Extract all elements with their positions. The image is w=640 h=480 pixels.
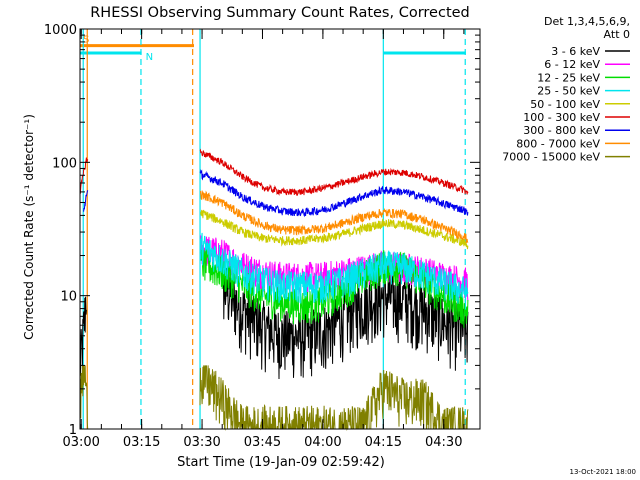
- x-tick-label: 03:45: [244, 435, 281, 450]
- x-tick-label: 04:30: [425, 435, 462, 450]
- legend-header-line-2: Att 0: [604, 28, 630, 41]
- plot-axes: 1 10 100 1000 03:00 03:15 03:30 03:45 04:00 04:15…: [44, 23, 481, 450]
- legend-label: 7000 - 15000 keV: [502, 151, 600, 164]
- x-tick-label: 04:15: [365, 435, 402, 450]
- series-line-7: [199, 190, 469, 244]
- y-tick-label: 1000: [44, 23, 77, 38]
- series-line-4: [199, 209, 469, 250]
- legend-label: 100 - 300 keV: [523, 111, 600, 124]
- legend-label: 6 - 12 keV: [544, 58, 600, 71]
- series-line-5: [79, 148, 469, 196]
- x-tick-label: 03:15: [123, 435, 160, 450]
- legend-label: 50 - 100 keV: [530, 98, 600, 111]
- legend-label: 3 - 6 keV: [551, 45, 600, 58]
- x-tick-label: 03:30: [183, 435, 220, 450]
- plot-frame: [79, 28, 481, 430]
- series-line-3: [199, 232, 469, 310]
- y-tick-label: 100: [52, 156, 77, 171]
- observing-flag-bars: SN: [80, 35, 466, 63]
- series-line-8: [79, 365, 469, 431]
- footer-timestamp: 13-Oct-2021 18:00: [570, 468, 636, 476]
- y-axis-label: Corrected Count Rate (s⁻¹ detector⁻¹): [22, 114, 36, 340]
- x-tick-label: 04:00: [304, 435, 341, 450]
- chart-title: RHESSI Observing Summary Count Rates, Co…: [90, 5, 470, 21]
- y-tick-label: 1: [69, 423, 77, 438]
- series-line-6: [83, 169, 469, 218]
- x-axis-label: Start Time (19-Jan-09 02:59:42): [177, 455, 385, 470]
- flag-label-0: S: [83, 35, 89, 46]
- series-line-0: [79, 266, 469, 380]
- legend-label: 300 - 800 keV: [523, 124, 600, 137]
- observing-flag-lines: [82, 29, 466, 429]
- flag-label-1: N: [146, 52, 153, 63]
- legend-label: 800 - 7000 keV: [516, 137, 600, 150]
- legend-header-line-1: Det 1,3,4,5,6,9,: [544, 15, 630, 28]
- legend-label: 12 - 25 keV: [537, 71, 600, 84]
- count-rate-curves: [79, 148, 469, 431]
- x-tick-label: 03:00: [62, 435, 99, 450]
- legend-label: 25 - 50 keV: [537, 85, 600, 98]
- y-tick-label: 10: [60, 290, 77, 305]
